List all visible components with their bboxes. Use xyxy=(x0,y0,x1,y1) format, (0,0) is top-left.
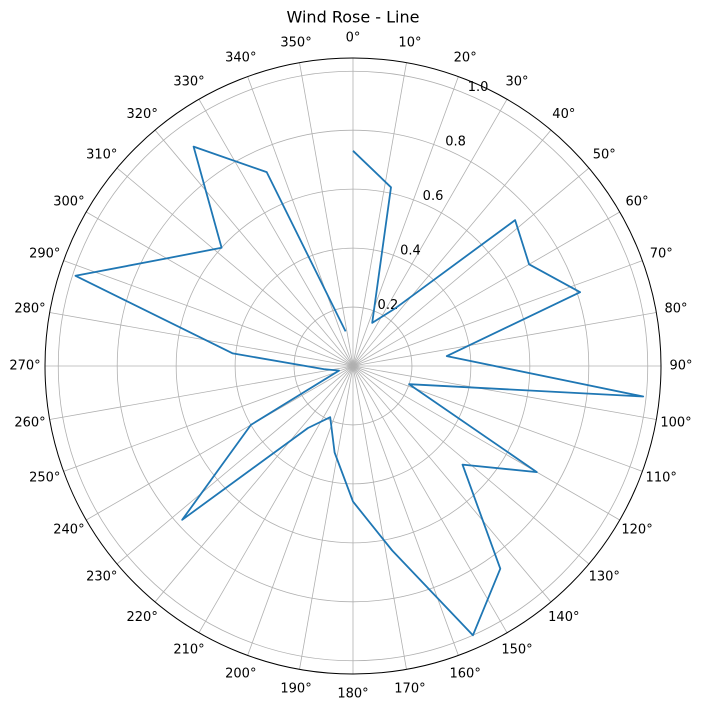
grid-line xyxy=(49,365,354,420)
grid-circle xyxy=(293,306,413,426)
grid-line xyxy=(352,365,508,633)
grid-line xyxy=(352,167,590,367)
angle-tick-label: 290° xyxy=(29,246,60,261)
grid-line xyxy=(352,62,407,367)
grid-line xyxy=(352,312,657,367)
angle-tick-label: 260° xyxy=(14,415,45,430)
grid-line xyxy=(198,365,354,633)
grid-line xyxy=(116,167,354,367)
grid-circle xyxy=(57,70,649,662)
angle-tick-label: 60° xyxy=(626,195,649,210)
angle-tick-label: 250° xyxy=(29,471,60,486)
grid-line xyxy=(86,211,354,367)
grid-line xyxy=(352,260,643,367)
angle-tick-label: 30° xyxy=(505,74,528,89)
grid-line xyxy=(352,365,407,670)
grid-line xyxy=(352,211,620,367)
angle-tick-label: 330° xyxy=(173,74,204,89)
angle-tick-label: 210° xyxy=(173,643,204,658)
angle-tick-label: 180° xyxy=(337,687,368,702)
angle-tick-label: 350° xyxy=(280,35,311,50)
polar-frame xyxy=(44,57,662,675)
radial-tick-label: 0.2 xyxy=(378,298,399,313)
angle-tick-label: 230° xyxy=(86,569,117,584)
grid-line xyxy=(247,76,354,367)
grid-line xyxy=(352,365,459,656)
radial-tick-label: 0.8 xyxy=(445,135,466,150)
radial-tick-label: 0.4 xyxy=(400,244,421,259)
grid-line xyxy=(352,365,620,521)
angle-tick-label: 20° xyxy=(454,50,477,65)
angle-tick-label: 110° xyxy=(646,471,677,486)
angle-tick-label: 120° xyxy=(621,523,652,538)
grid-line xyxy=(86,365,354,521)
angle-tick-label: 70° xyxy=(650,246,673,261)
angle-tick-label: 170° xyxy=(394,682,425,697)
angle-tick-label: 310° xyxy=(86,148,117,163)
chart-title: Wind Rose - Line xyxy=(287,8,420,27)
grid-line xyxy=(116,365,354,565)
angle-tick-label: 90° xyxy=(669,359,692,374)
angle-tick-label: 140° xyxy=(548,610,579,625)
angle-tick-label: 200° xyxy=(225,667,256,682)
grid-line xyxy=(352,365,643,472)
angle-tick-label: 10° xyxy=(398,35,421,50)
grid-circle xyxy=(116,129,590,603)
grid-line xyxy=(247,365,354,656)
angle-tick-label: 300° xyxy=(53,195,84,210)
angle-tick-label: 240° xyxy=(53,523,84,538)
angle-tick-label: 150° xyxy=(501,643,532,658)
angle-tick-label: 340° xyxy=(225,50,256,65)
angle-tick-label: 190° xyxy=(280,682,311,697)
grid-line xyxy=(154,129,354,367)
angle-tick-label: 270° xyxy=(9,359,40,374)
grid-line xyxy=(299,62,354,367)
angle-tick-label: 50° xyxy=(593,148,616,163)
angle-tick-label: 280° xyxy=(14,302,45,317)
grid-line xyxy=(198,99,354,367)
angle-tick-label: 220° xyxy=(127,610,158,625)
grid-line xyxy=(63,260,354,367)
grid-line xyxy=(49,312,354,367)
angle-tick-label: 0° xyxy=(346,31,361,46)
grid-line xyxy=(352,365,552,603)
grid-line xyxy=(352,365,657,420)
radial-tick-label: 0.6 xyxy=(423,189,444,204)
grid-line xyxy=(352,76,459,367)
series-line xyxy=(74,145,645,637)
angle-tick-label: 160° xyxy=(450,667,481,682)
grid-line xyxy=(63,365,354,472)
angle-tick-label: 40° xyxy=(552,107,575,122)
angle-tick-label: 80° xyxy=(664,302,687,317)
grid-line xyxy=(352,99,508,367)
angle-tick-label: 130° xyxy=(589,569,620,584)
grid-line xyxy=(154,365,354,603)
grid-line xyxy=(299,365,354,670)
angle-tick-label: 320° xyxy=(127,107,158,122)
grid-circle xyxy=(175,188,531,544)
radial-tick-label: 1.0 xyxy=(468,80,489,95)
grid-circle xyxy=(234,247,472,485)
grid-line xyxy=(352,129,552,367)
angle-tick-label: 100° xyxy=(660,415,691,430)
